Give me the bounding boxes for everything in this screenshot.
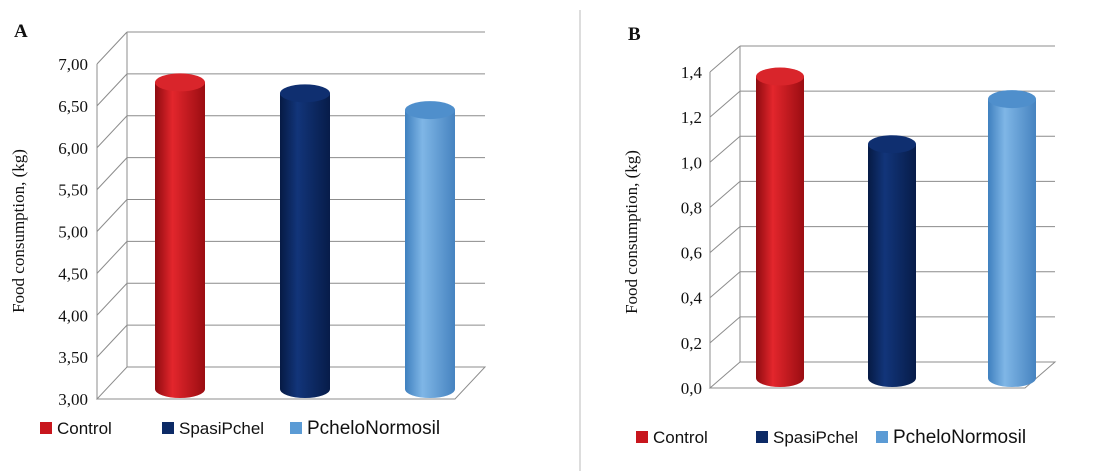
bar-control (155, 73, 205, 399)
bar-spasipchel (868, 135, 916, 387)
y-tick-label: 3,00 (58, 390, 88, 409)
legend-swatch (636, 431, 648, 443)
gridline-diag (96, 199, 128, 232)
y-axis-label-a: Food consumption, (kg) (9, 149, 28, 313)
panel-label-a: A (14, 21, 28, 42)
legend-swatch (290, 422, 302, 434)
gridline-diag (96, 115, 128, 149)
gridline-diag (709, 316, 741, 344)
y-tick-label: 0,0 (681, 379, 702, 398)
y-tick-label: 0,2 (681, 334, 702, 353)
y-axis-label-b: Food consumption, (kg) (622, 150, 641, 314)
gridline-diag (709, 90, 741, 118)
bar-control (756, 67, 804, 387)
panel-b: B Food consumption, (kg) 0,0 0,2 0,4 0,6 0,8… (622, 24, 1057, 448)
legend-a: Control SpasiPchel PcheloNormosil (40, 418, 440, 439)
legend-swatch (40, 422, 52, 434)
bar-body (988, 99, 1036, 387)
gridline-diag (96, 241, 128, 274)
bar-top (868, 135, 916, 154)
legend-label: PcheloNormosil (307, 418, 440, 439)
panel-a: A Food consumption, (kg) 3,00 3,50 4,00 4,5… (9, 21, 487, 439)
legend-label: SpasiPchel (179, 419, 264, 438)
bar-pchelonormosil (988, 90, 1036, 387)
bar-body (756, 76, 804, 387)
bar-top (405, 101, 455, 120)
y-tick-label: 5,50 (58, 181, 88, 200)
gridline-diag (709, 135, 741, 163)
gridline-diag (96, 324, 128, 358)
bar-body (405, 110, 455, 398)
legend-swatch (162, 422, 174, 434)
bar-body (868, 144, 916, 387)
bar-body (155, 82, 205, 399)
y-tick-label: 0,8 (681, 198, 702, 217)
gridline-diag (709, 181, 741, 208)
bar-top (756, 67, 804, 86)
bar-pchelonormosil (405, 101, 455, 398)
y-tick-label: 3,50 (58, 348, 88, 367)
legend-label: PcheloNormosil (893, 427, 1026, 448)
y-tick-label: 5,00 (58, 223, 88, 242)
y-tick-label: 1,0 (681, 153, 702, 172)
gridline-diag (709, 45, 741, 73)
y-tick-label: 4,50 (58, 264, 88, 283)
gridline-diag (96, 157, 128, 190)
bars-b (756, 67, 1036, 387)
bar-body (280, 93, 330, 398)
legend-b: Control SpasiPchel PcheloNormosil (636, 427, 1026, 448)
gridline-diag (709, 226, 741, 253)
y-tick-label: 0,4 (681, 289, 703, 308)
legend-label: Control (57, 419, 112, 438)
y-tick-label: 6,00 (58, 139, 88, 158)
bars-a (155, 73, 455, 399)
bar-top (988, 90, 1036, 109)
y-tick-label: 1,4 (681, 63, 703, 82)
y-ticks-a: 3,00 3,50 4,00 4,50 5,00 5,50 6,00 6,50 7,00 (58, 55, 88, 409)
gridline-diag (96, 282, 128, 316)
legend-label: SpasiPchel (773, 428, 858, 447)
bar-top (155, 73, 205, 92)
y-tick-label: 7,00 (58, 55, 88, 74)
gridline-diag (96, 73, 128, 107)
chart-floor (95, 366, 487, 400)
gridline-diag (96, 31, 128, 65)
y-tick-label: 4,00 (58, 306, 88, 325)
y-tick-label: 6,50 (58, 97, 88, 116)
y-tick-label: 0,6 (681, 244, 702, 263)
y-tick-label: 1,2 (681, 108, 702, 127)
legend-label: Control (653, 428, 708, 447)
y-ticks-b: 0,0 0,2 0,4 0,6 0,8 1,0 1,2 1,4 (681, 63, 703, 398)
chart-floor (708, 361, 1057, 389)
panel-label-b: B (628, 24, 641, 45)
bar-spasipchel (280, 84, 330, 398)
gridline-diag (709, 271, 741, 299)
bar-top (280, 84, 330, 103)
legend-swatch (756, 431, 768, 443)
legend-swatch (876, 431, 888, 443)
